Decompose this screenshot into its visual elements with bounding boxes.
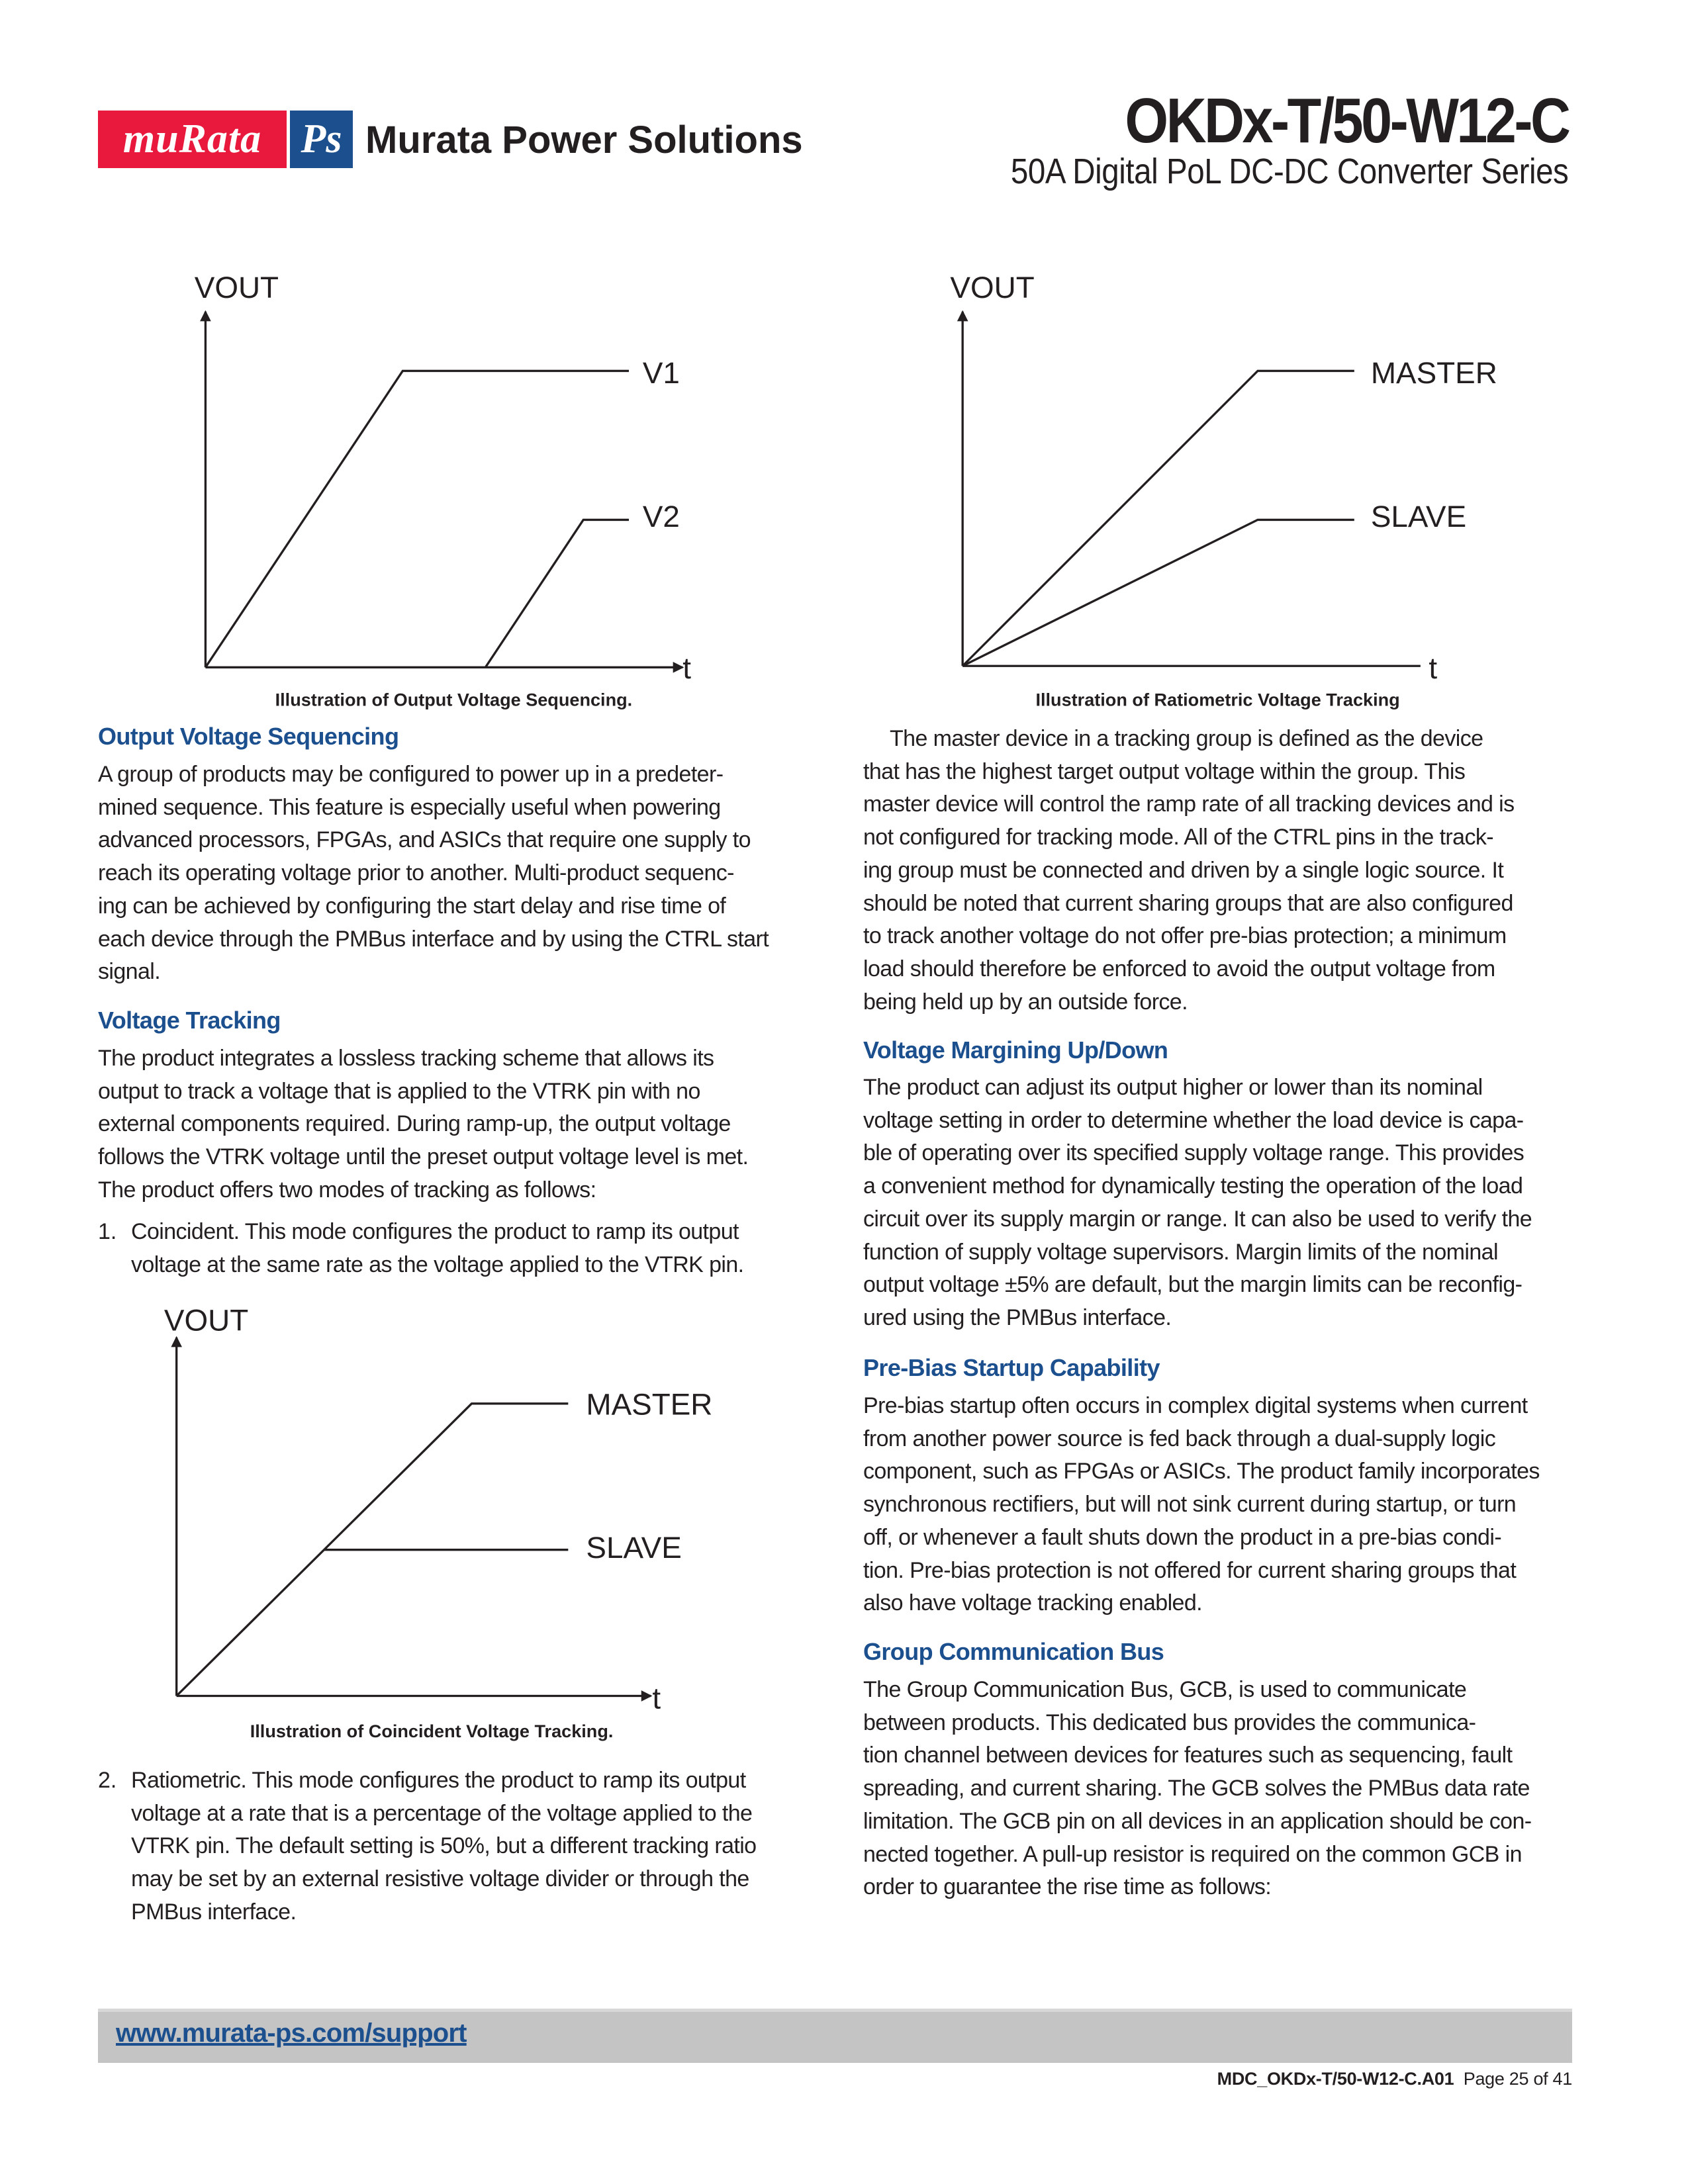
list-item-coincident: Coincident. This mode configures the pro… (131, 1216, 744, 1281)
text-line: a convenient method for dynamically test… (863, 1173, 1523, 1199)
text-line: output voltage ±5% are default, but the … (863, 1272, 1523, 1298)
text-line: synchronous rectifiers, but will not sin… (863, 1492, 1517, 1518)
doc-id: MDC_OKDx-T/50-W12-C.A01 (1217, 2069, 1454, 2089)
heading-voltage-tracking: Voltage Tracking (98, 1007, 281, 1034)
v2-curve (484, 518, 630, 668)
text-line: signal. (98, 959, 161, 985)
heading-output-voltage-sequencing: Output Voltage Sequencing (98, 723, 399, 750)
text-line: The product offers two modes of tracking… (98, 1177, 596, 1203)
v1-label: V1 (643, 356, 680, 390)
diagram-caption: Illustration of Output Voltage Sequencin… (275, 690, 633, 710)
brand-name: Murata Power Solutions (365, 118, 803, 161)
text-line: off, or whenever a fault shuts down the … (863, 1524, 1502, 1550)
text-line: reach its operating voltage prior to ano… (98, 860, 734, 886)
paragraph-master-device: The master device in a tracking group is… (863, 723, 1515, 1019)
v2-label: V2 (643, 500, 680, 533)
diagram-caption: Illustration of Coincident Voltage Track… (250, 1721, 614, 1741)
list-number: 2. (98, 1768, 117, 1793)
master-label: MASTER (1371, 356, 1497, 390)
y-axis-label: VOUT (195, 271, 279, 304)
text-line: follows the VTRK voltage until the prese… (98, 1144, 749, 1170)
text-line: that has the highest target output volta… (863, 758, 1466, 784)
text-line: ured using the PMBus interface. (863, 1304, 1172, 1330)
text-line: The product can adjust its output higher… (863, 1075, 1483, 1100)
text-line: Pre-bias startup often occurs in complex… (863, 1393, 1528, 1418)
text-line: from another power source is fed back th… (863, 1426, 1496, 1451)
text-line: load should therefore be enforced to avo… (863, 956, 1495, 981)
x-axis-label: t (1429, 651, 1437, 685)
list-number: 1. (98, 1219, 117, 1244)
text-line: component, such as FPGAs or ASICs. The p… (863, 1459, 1540, 1484)
page-title: OKDx-T/50-W12-C (1124, 85, 1571, 156)
text-line: being held up by an outside force. (863, 989, 1188, 1015)
text-line: mined sequence. This feature is especial… (98, 794, 721, 820)
text-line: circuit over its supply margin or range.… (863, 1206, 1532, 1232)
text-line: also have voltage tracking enabled. (863, 1590, 1203, 1616)
text-line: The master device in a tracking group is… (890, 726, 1483, 751)
text-line: ing can be achieved by configuring the s… (98, 893, 726, 919)
ratiometric-diagram (957, 310, 1421, 667)
text-line: order to guarantee the rise time as foll… (863, 1874, 1272, 1900)
murata-logo: muRata (98, 111, 287, 168)
text-line: nected together. A pull-up resistor is r… (863, 1841, 1522, 1867)
text-line: A group of products may be configured to… (98, 762, 724, 787)
text-line: ble of operating over its specified supp… (863, 1140, 1524, 1166)
paragraph-margining: The product can adjust its output higher… (863, 1071, 1532, 1335)
page-number: Page 25 of 41 (1463, 2069, 1573, 2089)
text-line: master device will control the ramp rate… (863, 792, 1515, 817)
v1-curve (205, 369, 630, 668)
y-axis-label: VOUT (164, 1303, 248, 1337)
text-line: may be set by an external resistive volt… (131, 1866, 749, 1892)
text-line: limitation. The GCB pin on all devices i… (863, 1808, 1532, 1834)
text-line: to track another voltage do not offer pr… (863, 923, 1507, 949)
footer-doc-info: MDC_OKDx-T/50-W12-C.A01 Page 25 of 41 (1217, 2069, 1573, 2089)
text-line: ing group must be connected and driven b… (863, 857, 1504, 883)
paragraph-tracking: The product integrates a lossless tracki… (98, 1042, 749, 1207)
text-line: The Group Communication Bus, GCB, is use… (863, 1677, 1467, 1702)
text-line: voltage at the same rate as the voltage … (131, 1251, 744, 1277)
page-subtitle: 50A Digital PoL DC-DC Converter Series (1010, 152, 1568, 191)
master-label: MASTER (586, 1388, 712, 1422)
y-axis-label: VOUT (950, 271, 1034, 304)
slave-curve (962, 518, 1354, 667)
text-line: not configured for tracking mode. All of… (863, 825, 1494, 850)
text-line: tion channel between devices for feature… (863, 1743, 1513, 1768)
text-line: output to track a voltage that is applie… (98, 1078, 700, 1104)
paragraph-gcb: The Group Communication Bus, GCB, is use… (863, 1674, 1532, 1904)
text-line: function of supply voltage supervisors. … (863, 1239, 1499, 1265)
text-line: voltage at a rate that is a percentage o… (131, 1800, 753, 1826)
coincident-diagram (171, 1336, 653, 1702)
text-line: Coincident. This mode configures the pro… (131, 1219, 739, 1244)
text-line: PMBus interface. (131, 1899, 297, 1925)
text-line: tion. Pre-bias protection is not offered… (863, 1557, 1517, 1583)
text-line: VTRK pin. The default setting is 50%, bu… (131, 1833, 757, 1859)
x-axis-label: t (652, 1681, 661, 1715)
text-line: Ratiometric. This mode configures the pr… (131, 1768, 746, 1793)
paragraph-sequencing: A group of products may be configured to… (98, 758, 769, 989)
text-line: external components required. During ram… (98, 1111, 731, 1137)
master-curve (961, 369, 1354, 667)
text-line: each device through the PMBus interface … (98, 926, 769, 952)
support-link[interactable]: www.murata-ps.com/support (116, 2019, 467, 2048)
text-line: advanced processors, FPGAs, and ASICs th… (98, 827, 751, 853)
ps-logo: Ps (290, 111, 353, 168)
sequencing-diagram (200, 310, 684, 673)
text-line: voltage setting in order to determine wh… (863, 1107, 1524, 1133)
slave-label: SLAVE (586, 1531, 681, 1565)
heading-group-communication-bus: Group Communication Bus (863, 1638, 1164, 1665)
x-axis-label: t (682, 651, 691, 685)
footer-bar (98, 2009, 1572, 2063)
master-curve (175, 1402, 569, 1697)
text-line: should be noted that current sharing gro… (863, 890, 1513, 916)
text-line: spreading, and current sharing. The GCB … (863, 1776, 1530, 1801)
text-line: The product integrates a lossless tracki… (98, 1046, 714, 1071)
list-item-ratiometric: Ratiometric. This mode configures the pr… (131, 1764, 757, 1929)
heading-pre-bias: Pre-Bias Startup Capability (863, 1354, 1160, 1381)
paragraph-pre-bias: Pre-bias startup often occurs in complex… (863, 1390, 1540, 1620)
text-line: between products. This dedicated bus pro… (863, 1709, 1476, 1735)
slave-label: SLAVE (1371, 500, 1466, 533)
diagram-caption: Illustration of Ratiometric Voltage Trac… (1035, 690, 1399, 710)
heading-voltage-margining: Voltage Margining Up/Down (863, 1036, 1168, 1064)
